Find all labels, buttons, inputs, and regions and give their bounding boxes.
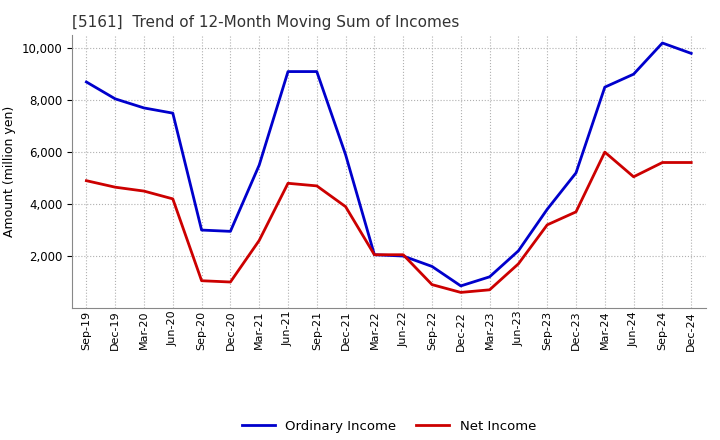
Ordinary Income: [312, 69, 321, 74]
Net Income: [658, 160, 667, 165]
Text: [5161]  Trend of 12-Month Moving Sum of Incomes: [5161] Trend of 12-Month Moving Sum of I…: [72, 15, 459, 30]
Net Income: [284, 181, 292, 186]
Net Income: [226, 279, 235, 285]
Net Income: [370, 252, 379, 257]
Ordinary Income: [543, 207, 552, 212]
Net Income: [572, 209, 580, 215]
Ordinary Income: [82, 79, 91, 84]
Line: Net Income: Net Income: [86, 152, 691, 293]
Ordinary Income: [572, 170, 580, 176]
Net Income: [456, 290, 465, 295]
Ordinary Income: [600, 84, 609, 90]
Ordinary Income: [111, 96, 120, 102]
Net Income: [485, 287, 494, 293]
Net Income: [140, 188, 148, 194]
Line: Ordinary Income: Ordinary Income: [86, 43, 691, 286]
Ordinary Income: [399, 253, 408, 259]
Ordinary Income: [140, 105, 148, 110]
Ordinary Income: [168, 110, 177, 116]
Ordinary Income: [658, 40, 667, 46]
Net Income: [111, 184, 120, 190]
Ordinary Income: [284, 69, 292, 74]
Net Income: [82, 178, 91, 183]
Net Income: [399, 252, 408, 257]
Ordinary Income: [514, 248, 523, 253]
Ordinary Income: [226, 229, 235, 234]
Net Income: [428, 282, 436, 287]
Ordinary Income: [370, 252, 379, 257]
Net Income: [197, 278, 206, 283]
Net Income: [600, 150, 609, 155]
Net Income: [629, 174, 638, 180]
Ordinary Income: [687, 51, 696, 56]
Y-axis label: Amount (million yen): Amount (million yen): [3, 106, 16, 237]
Legend: Ordinary Income, Net Income: Ordinary Income, Net Income: [236, 414, 541, 438]
Net Income: [168, 196, 177, 202]
Ordinary Income: [456, 283, 465, 289]
Ordinary Income: [341, 152, 350, 158]
Net Income: [514, 261, 523, 267]
Net Income: [255, 238, 264, 243]
Ordinary Income: [255, 162, 264, 168]
Ordinary Income: [629, 72, 638, 77]
Ordinary Income: [197, 227, 206, 233]
Ordinary Income: [485, 274, 494, 279]
Net Income: [341, 204, 350, 209]
Ordinary Income: [428, 264, 436, 269]
Net Income: [312, 183, 321, 188]
Net Income: [543, 222, 552, 227]
Net Income: [687, 160, 696, 165]
